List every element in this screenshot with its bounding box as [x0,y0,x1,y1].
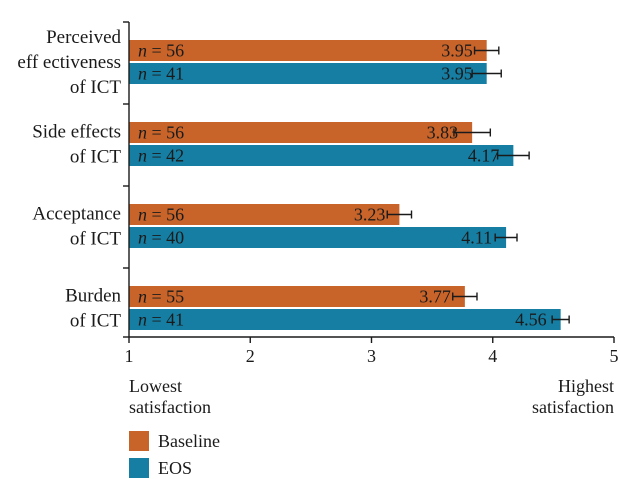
category-label-line: of ICT [70,77,122,98]
value-label-eos-0: 3.95 [441,64,473,84]
n-value: = 40 [152,228,185,248]
n-symbol: n [138,228,152,248]
x-tick-label-0: 1 [125,346,134,366]
n-label-baseline-2: n = 56 [138,205,184,225]
error-bar-baseline-1 [453,128,492,137]
n-symbol: n [138,310,152,330]
legend-item-eos: EOS [129,458,192,478]
value-label-eos-2: 4.11 [461,228,492,248]
value-label-eos-1: 4.17 [468,146,500,166]
bar-baseline-1 [129,122,473,143]
note-line: satisfaction [532,397,614,417]
legend-swatch-eos [129,458,149,478]
error-bar-baseline-2 [386,210,413,219]
bar-baseline-2 [129,204,400,225]
category-label-line: eff ectiveness [17,52,121,73]
x-tick-label-4: 5 [610,346,619,366]
bar-eos-3 [129,309,561,330]
error-bar-baseline-3 [452,292,478,301]
n-label-eos-1: n = 42 [138,146,184,166]
category-label-line: of ICT [70,147,122,168]
category-label-1: Side effects of ICT [32,122,121,168]
lowest-satisfaction-note: Lowest satisfaction [129,376,211,417]
legend-label-eos: EOS [158,458,192,478]
n-label-baseline-3: n = 55 [138,287,184,307]
n-label-eos-2: n = 40 [138,228,184,248]
n-value: = 41 [152,64,185,84]
legend-label-baseline: Baseline [158,431,220,451]
category-label-line: Side effects [32,122,121,143]
n-symbol: n [138,41,152,61]
category-label-line: of ICT [70,311,122,332]
axes: 1 2 3 4 5 [123,21,619,366]
note-line: Lowest [129,376,182,396]
n-value: = 42 [152,146,185,166]
category-label-0: Perceived eff ectiveness of ICT [17,27,121,98]
n-symbol: n [138,146,152,166]
n-symbol: n [138,287,152,307]
value-label-baseline-3: 3.77 [419,287,451,307]
n-symbol: n [138,64,152,84]
error-bars-layer [386,46,570,324]
category-label-3: Burden of ICT [65,286,121,332]
n-label-baseline-0: n = 56 [138,41,184,61]
category-label-line: of ICT [70,229,122,250]
error-bar-eos-2 [494,233,518,242]
value-label-baseline-0: 3.95 [441,41,473,61]
note-line: satisfaction [129,397,211,417]
n-label-eos-0: n = 41 [138,64,184,84]
bar-eos-1 [129,145,514,166]
category-label-line: Perceived [46,27,121,48]
legend-item-baseline: Baseline [129,431,220,451]
value-label-baseline-1: 3.83 [427,123,459,143]
bar-baseline-3 [129,286,465,307]
labels-layer: 3.95 n = 56 3.95 n = 41 Perceived eff ectiven… [17,27,546,332]
n-label-baseline-1: n = 56 [138,123,184,143]
highest-satisfaction-note: Highest satisfaction [532,376,614,417]
value-label-baseline-2: 3.23 [354,205,386,225]
bar-eos-0 [129,63,487,84]
category-label-line: Acceptance [32,204,121,225]
error-bar-eos-0 [471,69,502,78]
x-tick-label-2: 3 [367,346,376,366]
bar-eos-2 [129,227,507,248]
value-label-eos-3: 4.56 [515,310,547,330]
n-label-eos-3: n = 41 [138,310,184,330]
n-value: = 56 [152,41,185,61]
legend-swatch-baseline [129,431,149,451]
error-bar-eos-1 [496,151,530,160]
bar-baseline-0 [129,40,487,61]
n-value: = 41 [152,310,185,330]
category-label-line: Burden [65,286,121,307]
error-bar-baseline-0 [473,46,500,55]
bars-layer [129,40,561,330]
n-value: = 55 [152,287,185,307]
n-symbol: n [138,123,152,143]
x-tick-label-1: 2 [246,346,255,366]
error-bar-eos-3 [551,315,570,324]
note-line: Highest [558,376,614,396]
x-tick-label-3: 4 [488,346,497,366]
category-label-2: Acceptance of ICT [32,204,121,250]
n-symbol: n [138,205,152,225]
n-value: = 56 [152,123,185,143]
n-value: = 56 [152,205,185,225]
legend: Baseline EOS [129,431,220,478]
